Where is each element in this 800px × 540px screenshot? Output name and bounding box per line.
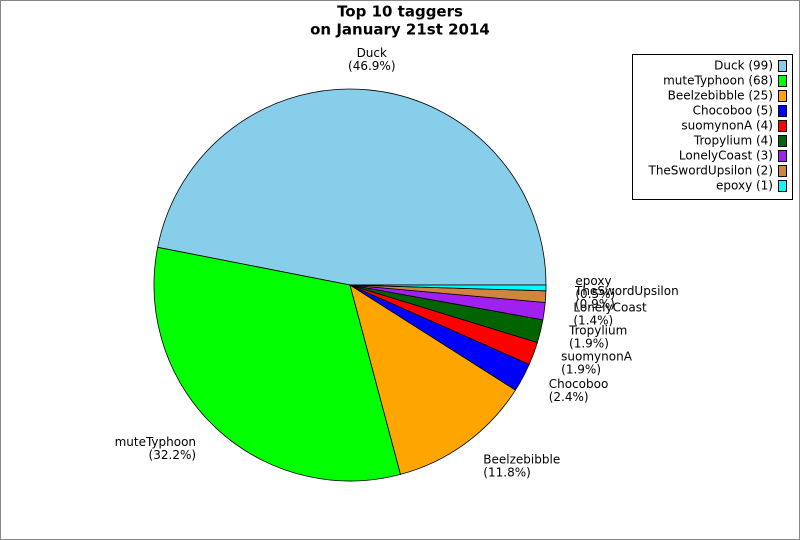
chart-title: Top 10 taggers xyxy=(337,3,463,21)
legend-label: epoxy (1) xyxy=(716,179,773,193)
slice-label: muteTyphoon xyxy=(115,435,196,449)
pie-slice xyxy=(153,246,401,482)
legend-swatch xyxy=(778,90,787,102)
legend-label: muteTyphoon (68) xyxy=(663,74,773,88)
legend-swatch xyxy=(778,75,787,87)
slice-label: epoxy xyxy=(575,274,611,288)
slice-label: Beelzebibble xyxy=(483,452,560,466)
legend-label: LonelyCoast (3) xyxy=(679,149,773,163)
chart-title: on January 21st 2014 xyxy=(310,21,490,39)
slice-percent: (2.4%) xyxy=(549,390,589,404)
slice-label: Duck xyxy=(357,46,387,60)
slice-label: LonelyCoast xyxy=(573,301,647,315)
slice-label: suomynonA xyxy=(561,349,633,363)
legend-label: Duck (99) xyxy=(714,59,773,73)
legend-swatch xyxy=(778,165,787,177)
legend-swatch xyxy=(778,135,787,147)
slice-percent: (1.4%) xyxy=(573,314,613,328)
slice-label: TheSwordUpsilon xyxy=(574,284,679,298)
slice-percent: (1.9%) xyxy=(569,337,609,351)
pie-slice xyxy=(349,284,517,475)
legend-box xyxy=(632,54,793,200)
slice-percent: (0.9%) xyxy=(575,297,615,311)
slice-label: Chocoboo xyxy=(549,377,609,391)
legend-swatch xyxy=(778,150,787,162)
legend-label: Chocoboo (5) xyxy=(693,104,773,118)
legend-swatch xyxy=(778,60,787,72)
legend-swatch xyxy=(778,180,787,192)
legend-label: Tropylium (4) xyxy=(693,134,773,148)
legend-swatch xyxy=(778,105,787,117)
legend-swatch xyxy=(778,120,787,132)
slice-percent: (0.5%) xyxy=(575,287,615,301)
slice-percent: (1.9%) xyxy=(561,362,601,376)
legend-label: TheSwordUpsilon (2) xyxy=(647,164,773,178)
legend-label: suomynonA (4) xyxy=(681,119,773,133)
slice-percent: (11.8%) xyxy=(483,465,530,479)
legend-label: Beelzebibble (25) xyxy=(668,89,773,103)
slice-percent: (32.2%) xyxy=(149,448,196,462)
slice-label: Tropylium xyxy=(568,324,627,338)
slice-percent: (46.9%) xyxy=(348,59,395,73)
pie-slice xyxy=(157,88,547,286)
pie-slice xyxy=(349,284,547,292)
